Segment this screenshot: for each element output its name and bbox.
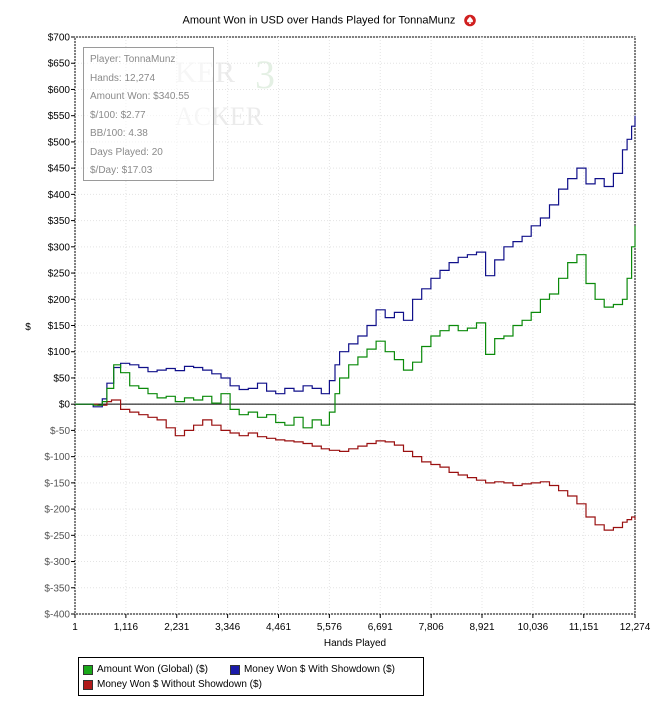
- y-tick-label: $400: [48, 190, 71, 201]
- legend-label-global: Amount Won (Global) ($): [97, 664, 208, 675]
- y-tick-label: $-100: [44, 452, 70, 463]
- x-tick-label: 2,231: [164, 622, 189, 633]
- y-tick-label: $-200: [44, 505, 70, 516]
- y-tick-label: $600: [48, 85, 71, 96]
- legend-item-no-showdown: Money Won $ Without Showdown ($): [83, 679, 262, 690]
- chart-title-text: Amount Won in USD over Hands Played for …: [182, 14, 456, 27]
- y-tick-label: $-50: [50, 426, 70, 437]
- stat-hands: Hands: 12,274: [90, 72, 156, 84]
- x-axis-ticks: 1 1,116 2,231 3,346 4,461 5,576 6,691 7,806 8,92…: [72, 614, 651, 633]
- y-tick-label: $350: [48, 216, 71, 227]
- x-tick-label: 6,691: [368, 622, 393, 633]
- legend-item-global: Amount Won (Global) ($): [83, 664, 208, 675]
- series-global-line: [75, 225, 636, 429]
- y-tick-label: $-300: [44, 557, 70, 568]
- series-no-showdown-line: [75, 399, 636, 531]
- y-tick-label: $-250: [44, 531, 70, 542]
- legend-item-showdown: Money Won $ With Showdown ($): [229, 664, 395, 675]
- y-tick-label: $-400: [44, 610, 70, 621]
- y-axis-ticks: $700 $650 $600 $550 $500 $450 $400 $350 $300 $250…: [44, 33, 75, 621]
- svg-text:3: 3: [255, 52, 275, 97]
- y-tick-label: $700: [48, 33, 71, 44]
- stat-dollars-per-100: $/100: $2.77: [90, 109, 146, 121]
- x-tick-label: 10,036: [518, 622, 549, 633]
- x-tick-label: 12,274: [620, 622, 651, 633]
- legend-row: Money Won $ Without Showdown ($): [83, 677, 423, 692]
- x-tick-label: 7,806: [419, 622, 444, 633]
- legend-swatch-no-showdown: [83, 679, 93, 690]
- x-tick-label: 1: [72, 622, 78, 633]
- y-tick-label: $-350: [44, 583, 70, 594]
- gridlines: [74, 36, 636, 615]
- y-tick-label: $250: [48, 269, 71, 280]
- legend-swatch-global: [83, 664, 93, 675]
- legend: Amount Won (Global) ($) Money Won $ With…: [78, 657, 424, 696]
- x-tick-label: 11,151: [569, 622, 599, 633]
- spade-icon: [464, 14, 477, 27]
- y-tick-label: $500: [48, 137, 71, 148]
- y-tick-label: $0: [59, 400, 71, 411]
- x-axis-label: Hands Played: [324, 638, 386, 649]
- series-showdown-line: [75, 115, 636, 408]
- y-tick-label: $300: [48, 242, 71, 253]
- legend-label-no-showdown: Money Won $ Without Showdown ($): [97, 679, 262, 690]
- stat-bb-per-100: BB/100: 4.38: [90, 128, 148, 139]
- legend-swatch-showdown: [229, 664, 240, 675]
- stat-days-played: Days Played: 20: [90, 146, 163, 158]
- x-tick-label: 4,461: [266, 622, 291, 633]
- y-tick-label: $450: [48, 164, 71, 175]
- y-tick-label: $50: [53, 373, 70, 384]
- x-tick-label: 3,346: [215, 622, 240, 633]
- stat-player: Player: TonnaMunz: [90, 54, 176, 65]
- y-tick-label: $200: [48, 295, 71, 306]
- stat-amount-won: Amount Won: $340.55: [90, 91, 190, 102]
- legend-row: Amount Won (Global) ($) Money Won $ With…: [83, 662, 423, 677]
- y-axis-label: $: [25, 322, 31, 333]
- stat-dollars-per-day: $/Day: $17.03: [90, 165, 153, 176]
- x-tick-label: 8,921: [469, 622, 494, 633]
- y-tick-label: $100: [48, 347, 71, 358]
- legend-label-showdown: Money Won $ With Showdown ($): [243, 664, 395, 675]
- stats-box: Player: TonnaMunz Hands: 12,274 Amount W…: [83, 47, 214, 181]
- y-tick-label: $-150: [44, 478, 70, 489]
- series-layer: [75, 115, 636, 531]
- y-tick-label: $650: [48, 59, 71, 70]
- y-tick-label: $550: [48, 111, 71, 122]
- x-tick-label: 5,576: [317, 622, 342, 633]
- y-tick-label: $150: [48, 321, 71, 332]
- chart-title: Amount Won in USD over Hands Played for …: [0, 14, 659, 27]
- x-tick-label: 1,116: [114, 622, 139, 633]
